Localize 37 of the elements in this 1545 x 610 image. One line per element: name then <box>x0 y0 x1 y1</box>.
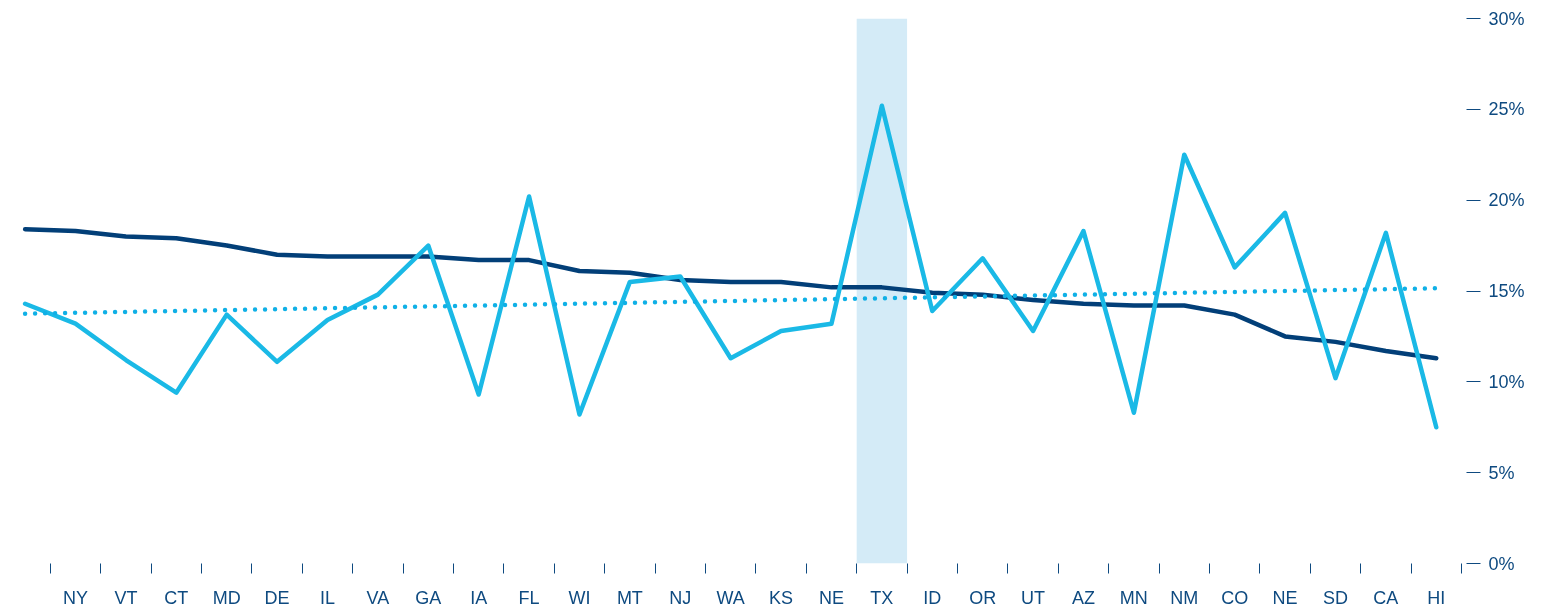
x-tick-label: GA <box>415 587 442 608</box>
x-tick-label: DE <box>264 587 290 608</box>
x-tick-label: CO <box>1221 587 1249 608</box>
x-tick-label: NM <box>1170 587 1199 608</box>
x-tick-label: OR <box>969 587 997 608</box>
x-tick-label: WI <box>568 587 591 608</box>
x-tick-label: TX <box>870 587 894 608</box>
y-tick-label: 25% <box>1488 99 1525 120</box>
y-tick-label: 5% <box>1488 462 1515 483</box>
line-series <box>22 103 1439 430</box>
x-tick-label: KS <box>769 587 794 608</box>
x-tick-label: VA <box>366 587 390 608</box>
x-tick-label: CT <box>164 587 189 608</box>
x-tick-label: MD <box>212 587 241 608</box>
x-tick-label: NE <box>1272 587 1298 608</box>
y-tick-label: 20% <box>1488 190 1525 211</box>
x-tick-label: IA <box>470 587 488 608</box>
x-tick-label: SD <box>1322 587 1348 608</box>
x-tick-label: ID <box>923 587 942 608</box>
x-tick-label: NY <box>62 587 89 608</box>
y-tick-label: 0% <box>1488 553 1515 574</box>
x-tick-label: IL <box>319 587 335 608</box>
x-tick-label: CA <box>1373 587 1399 608</box>
y-tick-label: 10% <box>1488 371 1525 392</box>
x-tick-label: NJ <box>669 587 692 608</box>
line-series <box>22 226 1439 361</box>
x-tick-label: VT <box>114 587 138 608</box>
x-tick-label: UT <box>1021 587 1046 608</box>
x-tick-label: MN <box>1119 587 1148 608</box>
x-tick-label: AZ <box>1071 587 1095 608</box>
x-tick-label: MT <box>616 587 643 608</box>
y-tick-label: 30% <box>1488 8 1525 29</box>
x-tick-label: WA <box>716 587 745 608</box>
x-tick-label: FL <box>518 587 540 608</box>
y-tick-label: 15% <box>1488 281 1525 301</box>
x-tick-label: NE <box>818 587 844 608</box>
x-tick-label: HI <box>1427 587 1446 608</box>
